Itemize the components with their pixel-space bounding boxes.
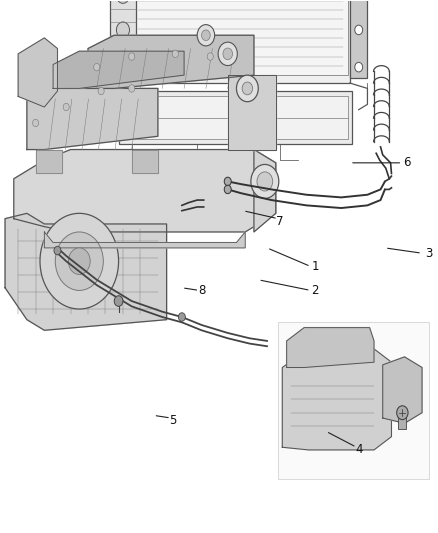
FancyBboxPatch shape: [134, 0, 348, 75]
Circle shape: [251, 165, 279, 198]
Polygon shape: [35, 150, 62, 173]
FancyBboxPatch shape: [110, 0, 136, 80]
FancyBboxPatch shape: [132, 0, 350, 83]
Circle shape: [237, 75, 258, 102]
Circle shape: [207, 53, 213, 60]
Circle shape: [355, 25, 363, 35]
FancyBboxPatch shape: [278, 322, 428, 479]
Polygon shape: [254, 150, 276, 232]
Circle shape: [54, 246, 61, 255]
Polygon shape: [283, 349, 392, 450]
Circle shape: [117, 22, 130, 38]
Polygon shape: [5, 213, 166, 330]
Text: 8: 8: [198, 284, 205, 297]
Circle shape: [94, 63, 100, 71]
Circle shape: [178, 313, 185, 321]
Polygon shape: [383, 357, 422, 423]
Circle shape: [224, 177, 231, 185]
Circle shape: [218, 42, 237, 66]
Circle shape: [98, 87, 104, 95]
Text: 1: 1: [311, 260, 319, 273]
Text: 6: 6: [403, 156, 410, 169]
Ellipse shape: [110, 99, 123, 136]
Polygon shape: [18, 38, 57, 107]
Circle shape: [223, 48, 233, 60]
Text: 4: 4: [355, 443, 363, 456]
Circle shape: [201, 30, 210, 41]
Circle shape: [197, 25, 215, 46]
Circle shape: [117, 0, 130, 3]
Text: 5: 5: [170, 414, 177, 427]
FancyBboxPatch shape: [119, 91, 352, 144]
Text: 3: 3: [425, 247, 432, 260]
Circle shape: [224, 185, 231, 193]
Circle shape: [129, 85, 135, 92]
Circle shape: [355, 62, 363, 72]
Circle shape: [242, 82, 253, 95]
Circle shape: [55, 232, 103, 290]
FancyBboxPatch shape: [123, 96, 348, 139]
Circle shape: [257, 172, 273, 191]
Polygon shape: [14, 150, 276, 232]
Circle shape: [40, 213, 119, 309]
Polygon shape: [88, 35, 254, 88]
Polygon shape: [287, 328, 374, 368]
FancyBboxPatch shape: [350, 0, 367, 78]
Circle shape: [114, 296, 123, 306]
Polygon shape: [132, 150, 158, 173]
Polygon shape: [53, 51, 184, 88]
Text: 7: 7: [276, 215, 284, 228]
Circle shape: [63, 103, 69, 111]
Polygon shape: [228, 75, 276, 150]
FancyBboxPatch shape: [399, 415, 406, 429]
Circle shape: [129, 53, 135, 60]
Text: 2: 2: [311, 284, 319, 297]
Circle shape: [68, 248, 90, 274]
Circle shape: [397, 406, 408, 419]
Circle shape: [117, 56, 130, 72]
Polygon shape: [44, 232, 245, 248]
Polygon shape: [27, 88, 158, 150]
Circle shape: [32, 119, 39, 127]
Circle shape: [172, 50, 178, 58]
